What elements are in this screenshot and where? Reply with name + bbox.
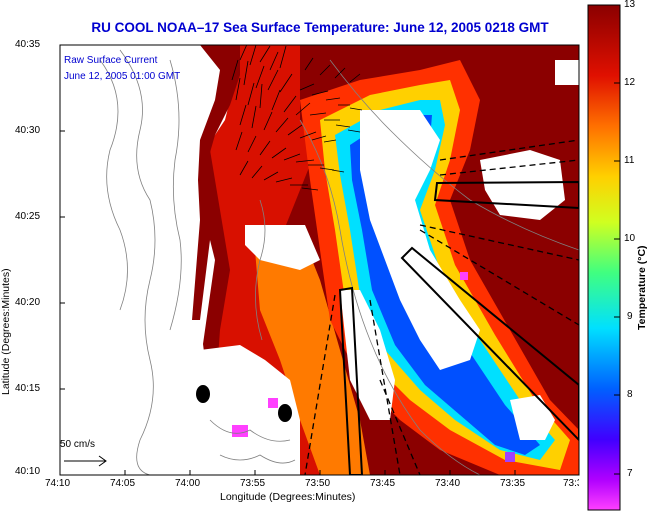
x-tick-label: 73:55 — [240, 478, 266, 489]
x-tick-label: 73:30 — [563, 478, 579, 489]
colorbar — [587, 4, 621, 511]
x-tick-label: 74:10 — [45, 478, 71, 489]
cloud-mask-coast — [245, 225, 320, 270]
legend-line-2: June 12, 2005 01:00 GMT — [64, 71, 181, 82]
x-tick-label: 73:35 — [500, 478, 526, 489]
colorbar-ticks — [614, 4, 620, 475]
x-axis-label: Longitude (Degrees:Minutes) — [220, 491, 356, 503]
colorbar-tick-label: 12 — [624, 77, 636, 88]
colorbar-tick-label: 11 — [624, 155, 635, 166]
y-tick-label: 40:20 — [15, 297, 41, 308]
colorbar-tick-label: 13 — [624, 0, 636, 10]
y-tick-label: 40:10 — [15, 466, 41, 477]
cloud-mask-east — [480, 150, 565, 220]
cloud-mask-corner — [555, 60, 579, 85]
magenta-patch-2 — [268, 398, 278, 408]
chart-title: RU COOL NOAA–17 Sea Surface Temperature:… — [91, 20, 549, 35]
cloud-mask-southeast — [510, 395, 555, 440]
nearshore-south-land — [200, 345, 300, 475]
orange-band-coast — [255, 230, 370, 475]
colorbar-tick-label: 7 — [627, 468, 633, 479]
radar-beams — [304, 139, 579, 475]
colorbar-tick-label: 8 — [627, 389, 633, 400]
y-tick-label: 40:35 — [15, 39, 41, 50]
x-tick-label: 73:40 — [435, 478, 461, 489]
y-tick-label: 40:30 — [15, 125, 41, 136]
x-tick-label: 74:05 — [110, 478, 136, 489]
y-tick-label: 40:25 — [15, 211, 41, 222]
nearshore-warm — [192, 45, 240, 320]
colorbar-tick-label: 10 — [624, 233, 636, 244]
x-tick-label: 74:00 — [175, 478, 201, 489]
x-tick-label: 73:45 — [370, 478, 396, 489]
bathymetry-contours — [99, 49, 579, 475]
y-tick-label: 40:15 — [15, 383, 41, 394]
colorbar-label: Temperature (°C) — [636, 245, 648, 330]
station-dot-1 — [196, 385, 210, 403]
axis-ticks — [59, 44, 516, 476]
sampling-boxes — [338, 180, 579, 475]
cloud-mask-main — [360, 110, 480, 370]
scale-vector-arrow — [64, 455, 107, 467]
magenta-patch-4 — [505, 452, 515, 462]
colorbar-tick-label: 9 — [627, 311, 633, 322]
station-dot-2 — [278, 404, 292, 422]
x-tick-label: 73:50 — [305, 478, 331, 489]
land-mass — [60, 45, 235, 475]
magenta-patch-1 — [232, 425, 248, 437]
scale-vector-label: 50 cm/s — [60, 439, 96, 450]
y-axis-label: Latitude (Degrees:Minutes) — [0, 268, 12, 395]
legend-line-1: Raw Surface Current — [64, 55, 158, 66]
surface-current-vectors — [231, 45, 363, 191]
magenta-patch-3 — [460, 272, 468, 280]
